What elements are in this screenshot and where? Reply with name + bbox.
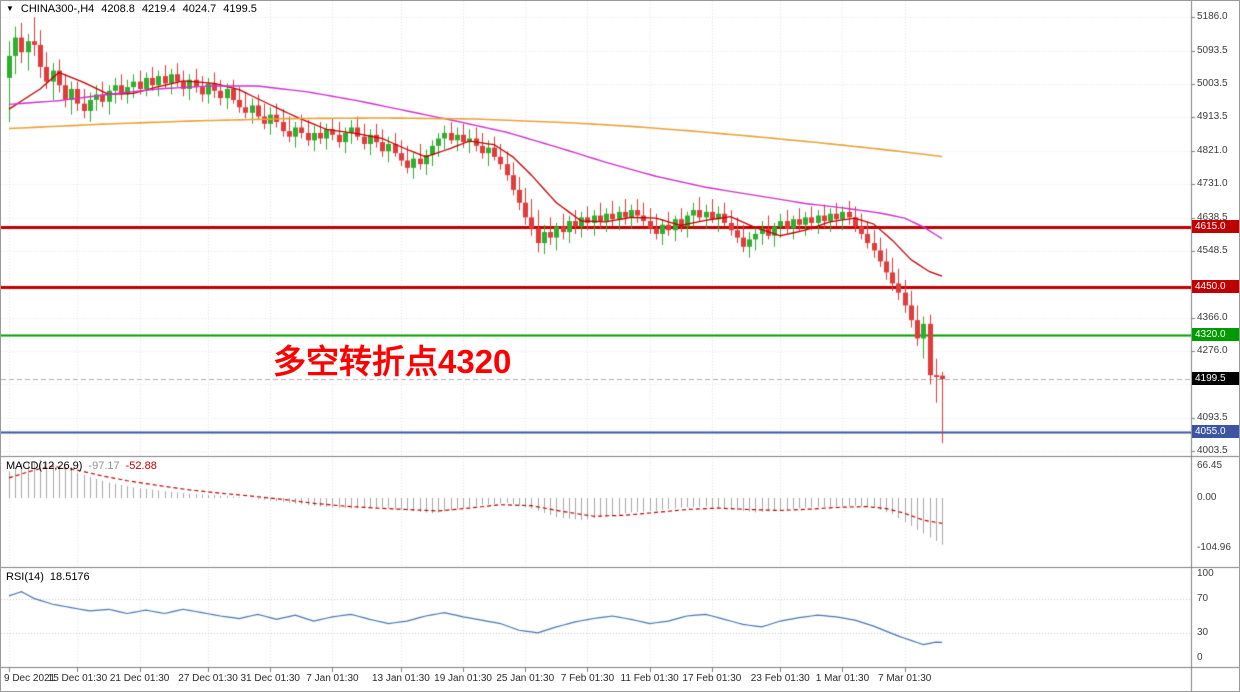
price-axis-label: 4548.5: [1197, 244, 1228, 256]
time-axis-label: 25 Jan 01:30: [496, 673, 555, 684]
time-axis-label: 15 Dec 01:30: [47, 673, 108, 684]
macd-axis-label: 0.00: [1197, 492, 1217, 503]
price-axis-label: 4638.5: [1197, 211, 1228, 223]
rsi-axis-label: 0: [1197, 652, 1203, 663]
rsi-label: RSI(14): [6, 571, 44, 583]
annotation-text[interactable]: 多空转折点4320: [273, 343, 512, 380]
price-axis-label: 4731.0: [1197, 177, 1228, 189]
ohlc-close: 4199.5: [223, 3, 257, 15]
price-axis-label: 4276.0: [1197, 344, 1228, 356]
price-axis-label: 4003.5: [1197, 445, 1228, 456]
price-line-tag[interactable]: 4055.0: [1192, 425, 1239, 439]
time-axis[interactable]: 9 Dec 2021 15 Dec 01:30 21 Dec 01:30 27 Dec…: [1, 668, 1239, 691]
time-axis-label: 7 Mar 01:30: [877, 673, 932, 684]
price-axis-label: 4913.5: [1197, 111, 1228, 122]
time-axis-label: 23 Feb 01:30: [750, 673, 810, 684]
price-axis-label: 4366.0: [1197, 311, 1228, 323]
rsi-axis-label: 70: [1197, 593, 1209, 605]
symbol-dropdown-icon[interactable]: ▼: [6, 4, 14, 13]
macd-main-value: -97.17: [88, 460, 120, 472]
ohlc-low: 4024.7: [182, 3, 217, 15]
rsi-axis-label: 30: [1197, 626, 1209, 638]
time-axis-label: 7 Jan 01:30: [306, 673, 359, 684]
ohlc-open: 4208.8: [101, 3, 135, 15]
price-line-tag[interactable]: 4615.0: [1192, 219, 1239, 233]
rsi-header: RSI(14) 18.5176: [6, 571, 90, 583]
price-axis-label: 4093.5: [1197, 411, 1228, 423]
time-axis-label: 9 Dec 2021: [4, 673, 56, 684]
price-line-tag[interactable]: 4199.5: [1192, 372, 1239, 386]
time-axis-label: 11 Feb 01:30: [620, 673, 679, 684]
chart-ohlc-header: ▼ CHINA300-,H4 4208.8 4219.4 4024.7 4199…: [6, 3, 257, 15]
price-axis-label: 4821.0: [1197, 144, 1228, 156]
time-axis-label: 13 Jan 01:30: [371, 673, 430, 684]
time-axis-label: 27 Dec 01:30: [178, 673, 238, 684]
macd-axis-label: -104.96: [1197, 542, 1231, 554]
time-axis-label: 31 Dec 01:30: [240, 673, 300, 684]
ohlc-high: 4219.4: [141, 3, 176, 15]
symbol-timeframe-label: CHINA300-,H4: [20, 3, 95, 15]
time-axis-label: 17 Feb 01:30: [682, 673, 742, 684]
time-axis-label: 21 Dec 01:30: [109, 673, 170, 684]
rsi-axis-label: 100: [1197, 568, 1214, 579]
price-axis-label: 5003.5: [1197, 77, 1228, 89]
price-axis-label: 5186.0: [1197, 11, 1228, 22]
price-line-tag[interactable]: 4320.0: [1192, 327, 1239, 341]
macd-signal-value: -52.88: [125, 460, 157, 472]
time-axis-label: 1 Mar 01:30: [815, 673, 870, 684]
macd-header: MACD(12,26,9) -97.17 -52.88: [6, 460, 157, 472]
macd-label: MACD(12,26,9): [6, 460, 83, 472]
time-axis-label: 7 Feb 01:30: [560, 673, 615, 684]
time-axis-label: 19 Jan 01:30: [434, 673, 492, 684]
rsi-value: 18.5176: [49, 571, 90, 583]
price-line-tag[interactable]: 4450.0: [1192, 280, 1239, 294]
macd-axis-label: 66.45: [1197, 460, 1223, 472]
price-axis-label: 5093.5: [1197, 44, 1228, 56]
